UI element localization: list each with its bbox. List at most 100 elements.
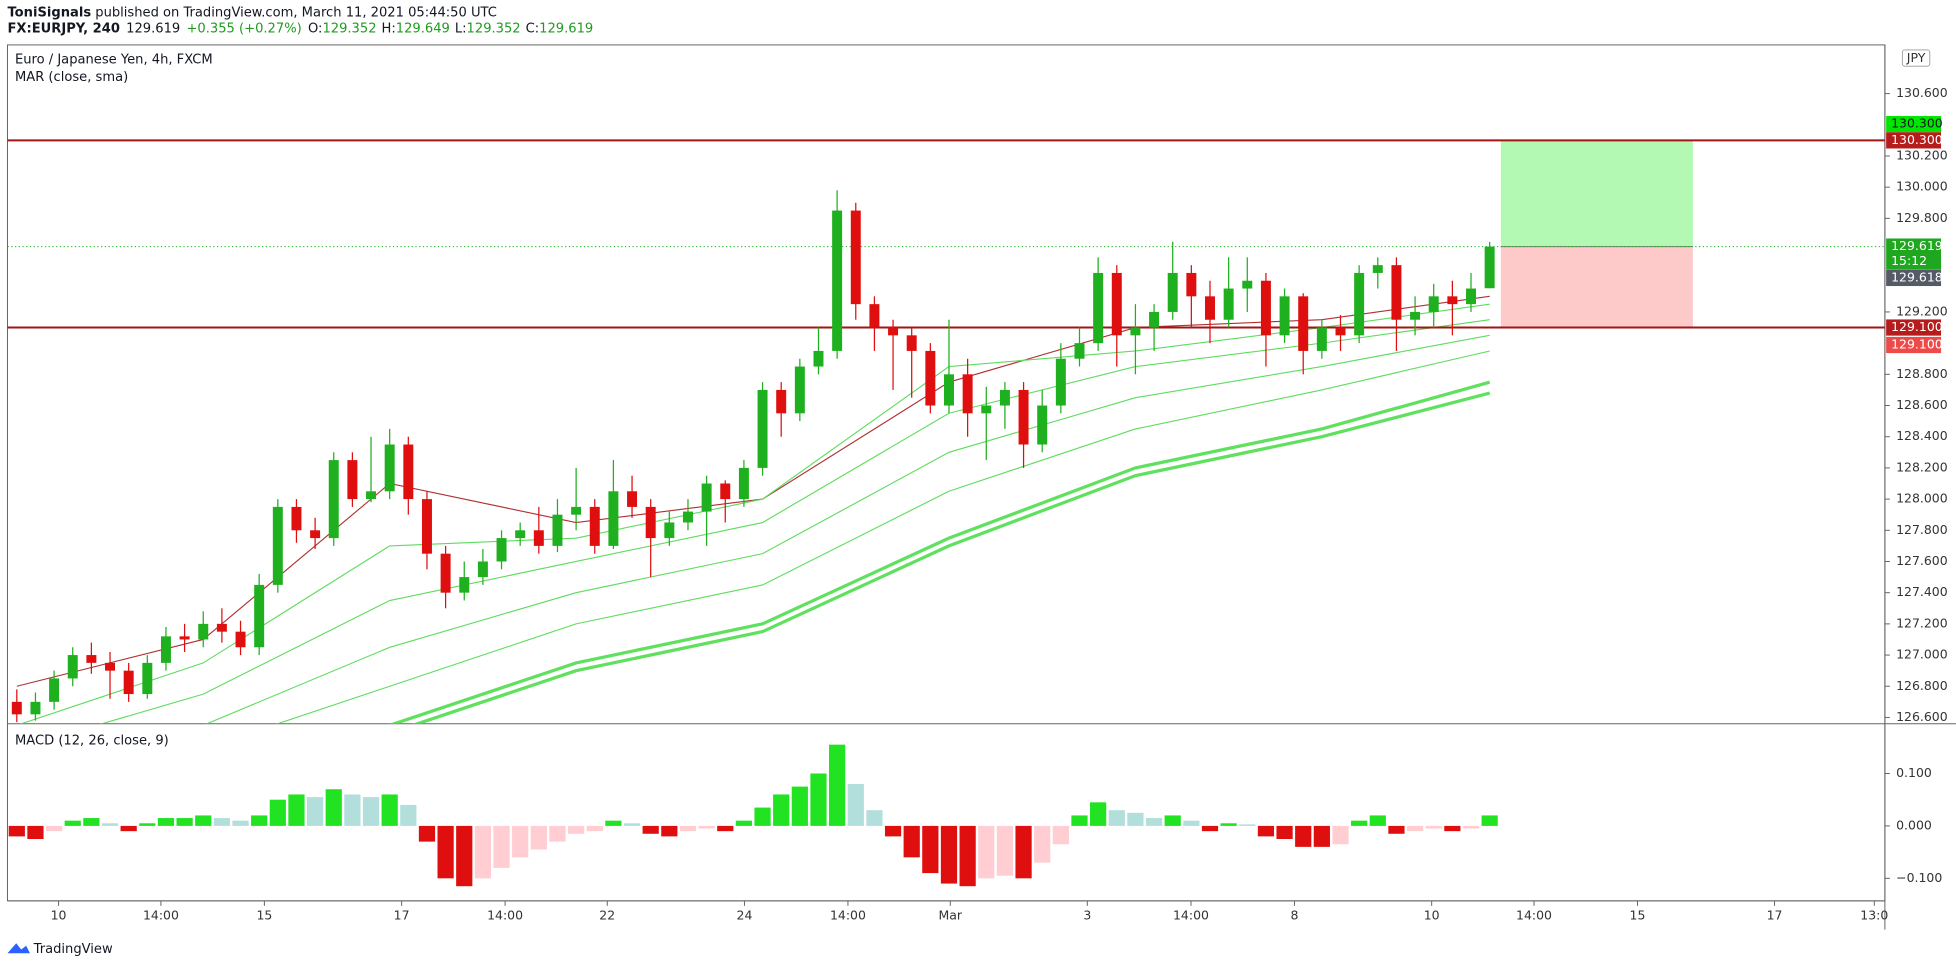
macd-histogram-bar	[232, 820, 249, 826]
candle-body	[1223, 288, 1234, 320]
candle-body	[123, 670, 134, 695]
candle-body	[459, 577, 470, 593]
tv-logo	[7, 943, 30, 954]
macd-histogram-bar	[493, 825, 510, 868]
macd-histogram-bar	[437, 825, 454, 879]
x-tick-label: 14:00	[487, 907, 523, 922]
candle-body	[179, 636, 190, 640]
candle-body	[1372, 265, 1383, 273]
candle-body	[1186, 272, 1197, 297]
price-label-box	[1886, 132, 1942, 149]
candle-body	[645, 506, 656, 539]
price-label-box	[1886, 336, 1942, 354]
candle-body	[813, 350, 824, 367]
countdown: 15:12	[1891, 253, 1927, 268]
y-tick-label: 128.200	[1896, 459, 1948, 474]
y-tick-label: 127.800	[1896, 522, 1948, 537]
macd-histogram-bar	[362, 797, 380, 826]
macd-histogram-bar	[213, 818, 230, 826]
price-label-box	[1886, 116, 1942, 133]
h-label: H:	[382, 21, 396, 36]
macd-histogram-bar	[698, 825, 715, 829]
candle-body	[701, 483, 712, 512]
candle-body	[105, 662, 116, 671]
candle-body	[1111, 272, 1122, 336]
macd-histogram-bar	[1071, 815, 1088, 826]
change: +0.355 (+0.27%)	[186, 21, 301, 36]
candle-body	[1130, 327, 1141, 336]
x-tick-label: 10	[1424, 907, 1440, 922]
candle-body	[1279, 296, 1290, 336]
candle-body	[421, 499, 432, 554]
macd-histogram-bar	[325, 789, 342, 826]
candle-body	[682, 511, 693, 523]
candle-body	[1391, 265, 1402, 320]
macd-histogram-bar	[1425, 825, 1442, 829]
published: published on TradingView.com, March 11, …	[91, 5, 497, 20]
macd-histogram-bar	[791, 786, 808, 826]
x-tick-label: 15	[256, 907, 272, 922]
candle-body	[1037, 405, 1048, 445]
y-tick-label: 127.400	[1896, 584, 1948, 599]
candle-body	[310, 530, 321, 539]
macd-histogram-bar	[176, 818, 193, 826]
candle-body	[1149, 311, 1160, 328]
y-tick-label: 127.000	[1896, 647, 1948, 662]
x-tick-label: 14:00	[830, 907, 866, 922]
macd-histogram-bar	[1108, 810, 1125, 826]
macd-histogram-bar	[101, 823, 119, 826]
candle-body	[1242, 280, 1253, 289]
price-label: 130.300	[1891, 132, 1943, 147]
macd-histogram-bar	[661, 825, 678, 837]
candle-body	[440, 553, 451, 593]
macd-histogram-bar	[269, 799, 286, 826]
footer-brand: TradingView	[33, 942, 113, 957]
candle-body	[235, 631, 246, 648]
macd-histogram-bar	[940, 825, 958, 884]
candle-body	[962, 374, 973, 414]
macd-histogram-bar	[456, 825, 473, 887]
candle-body	[738, 467, 749, 500]
macd-histogram-bar	[884, 825, 902, 837]
macd-histogram-bar	[735, 820, 753, 826]
macd-histogram-bar	[251, 815, 268, 826]
candle-body	[67, 655, 78, 679]
macd-histogram-bar	[1127, 812, 1144, 826]
macd-histogram-bar	[157, 818, 175, 826]
l-label: L:	[455, 21, 467, 36]
candle-body	[216, 623, 227, 632]
candle-body	[1316, 327, 1327, 351]
currency-box[interactable]	[1901, 49, 1931, 67]
o-value: 129.352	[322, 21, 376, 36]
macd-histogram-bar	[773, 794, 790, 826]
c-value: 129.619	[539, 21, 593, 36]
macd-histogram-bar	[288, 794, 305, 826]
candle-body	[198, 623, 209, 640]
macd-histogram-bar	[959, 825, 976, 887]
macd-histogram-bar	[1183, 820, 1200, 826]
y-tick-label: −0.100	[1896, 870, 1942, 885]
macd-histogram-bar	[8, 825, 25, 837]
macd-histogram-bar	[754, 807, 771, 826]
candle-body	[515, 530, 526, 539]
l-value: 129.352	[467, 21, 521, 36]
y-tick-label: 128.000	[1896, 491, 1948, 506]
price-label: 129.618	[1891, 269, 1943, 284]
pane-title: Euro / Japanese Yen, 4h, FXCM	[15, 52, 213, 67]
candle-body	[11, 701, 22, 715]
macd-histogram-bar	[64, 820, 81, 826]
price-label: 129.100	[1891, 336, 1943, 351]
macd-histogram-bar	[679, 825, 697, 832]
candle-body	[850, 210, 861, 305]
y-tick-label: 127.200	[1896, 615, 1948, 630]
x-tick-label: Mar	[939, 907, 963, 922]
candle-body	[552, 514, 563, 546]
candle-body	[1093, 272, 1104, 344]
macd-histogram-bar	[1257, 825, 1275, 837]
moving-average	[16, 295, 1490, 687]
candle-body	[30, 701, 41, 715]
author: ToniSignals	[7, 5, 91, 20]
candle-body	[477, 561, 488, 578]
y-tick-label: 128.600	[1896, 397, 1948, 412]
